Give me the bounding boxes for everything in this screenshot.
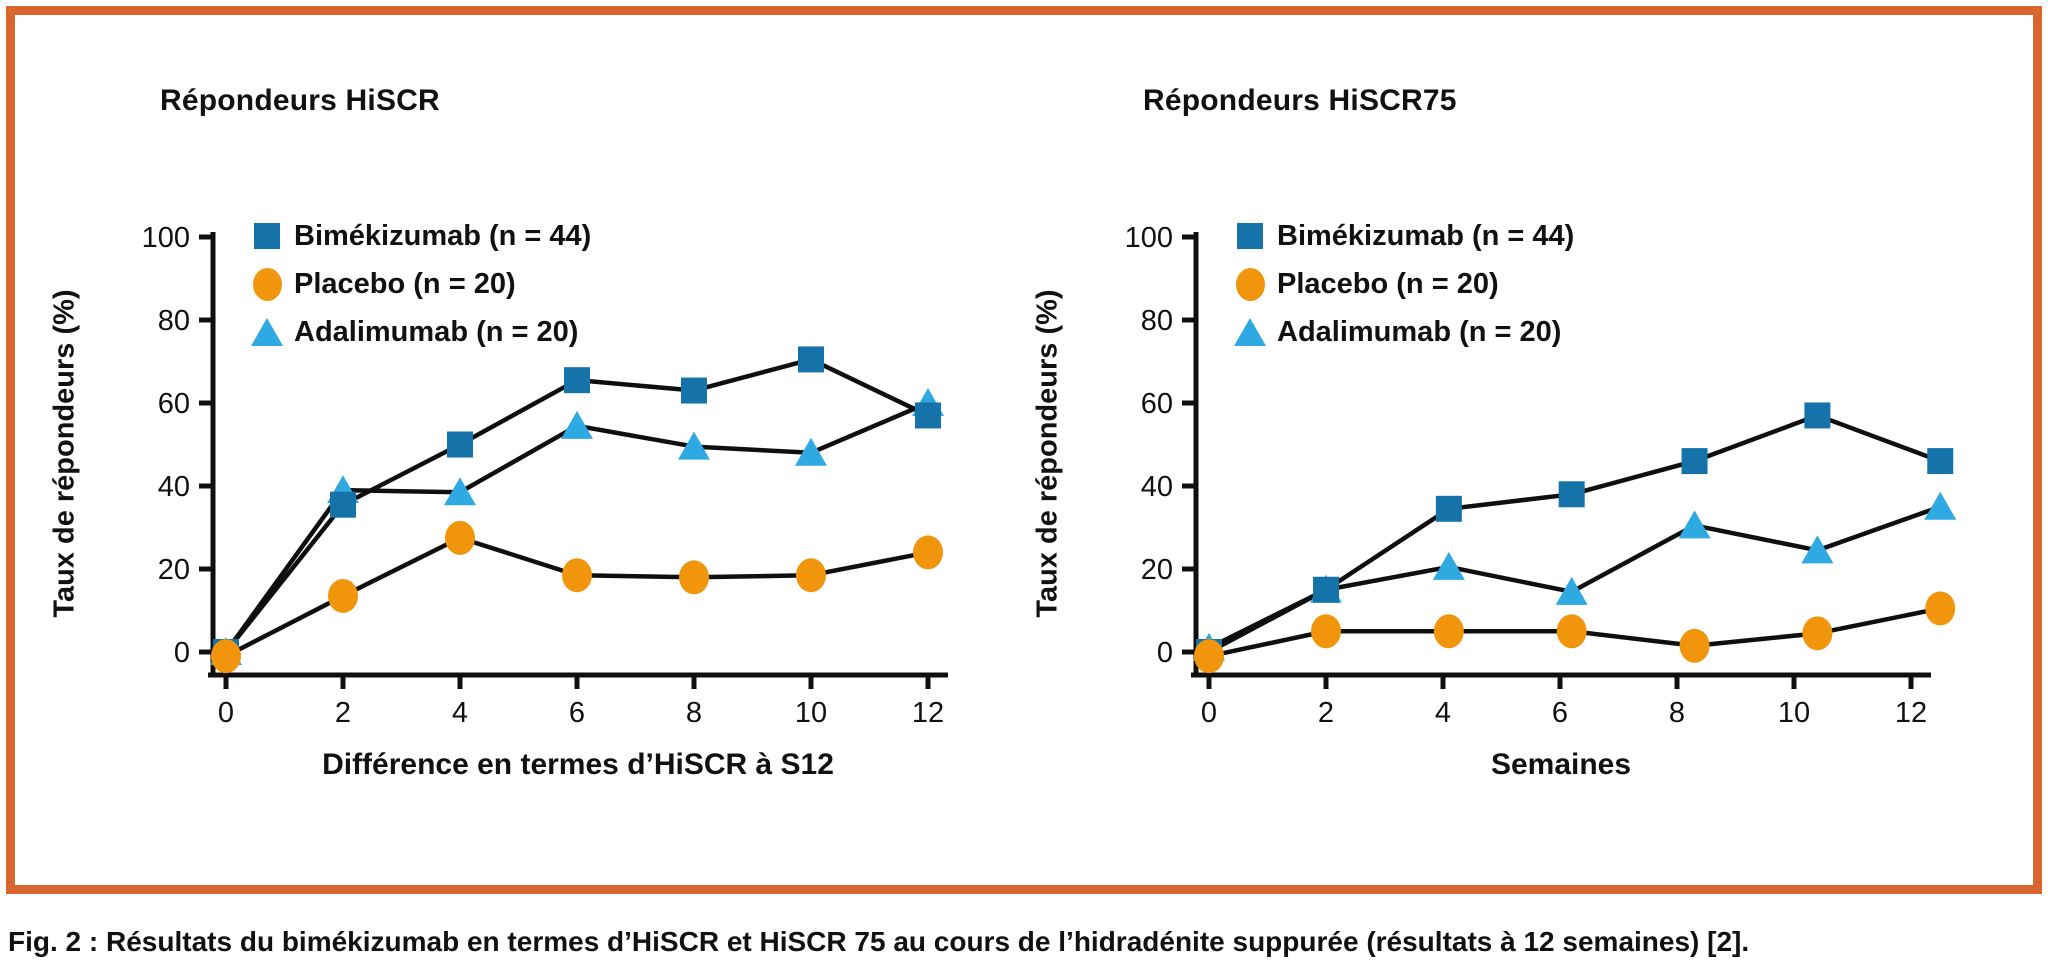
x-tick-label: 6 bbox=[1552, 697, 1568, 729]
circle-marker bbox=[1802, 616, 1833, 651]
circle-marker bbox=[211, 639, 241, 674]
y-tick-label: 40 bbox=[158, 471, 190, 503]
triangle-marker-icon bbox=[1233, 318, 1267, 346]
chart-hiscr: Répondeurs HiSCR Taux de répondeurs (%) … bbox=[0, 0, 1024, 800]
y-tick-label: 40 bbox=[1141, 471, 1173, 503]
hiscr-plot: 0 20 40 60 80 100 0 2 4 6 8 10 12 bbox=[142, 222, 948, 729]
legend-label: Bimékizumab (n = 44) bbox=[1277, 219, 1575, 252]
triangle-marker bbox=[1678, 510, 1711, 539]
square-marker bbox=[1681, 448, 1708, 475]
series-line bbox=[224, 400, 929, 654]
circle-marker bbox=[562, 558, 592, 593]
circle-marker bbox=[1194, 639, 1224, 674]
chart-hiscr75: Répondeurs HiSCR75 Taux de répondeurs (%… bbox=[983, 0, 2007, 800]
circle-marker bbox=[1311, 614, 1341, 649]
triangle-marker bbox=[444, 477, 476, 506]
x-tick-label: 2 bbox=[1318, 697, 1334, 729]
square-marker bbox=[1558, 481, 1585, 508]
y-tick-label: 0 bbox=[1157, 637, 1173, 669]
square-marker bbox=[915, 402, 941, 429]
x-tick-label: 4 bbox=[452, 697, 468, 729]
y-tick-label: 60 bbox=[158, 388, 190, 420]
legend-label: Adalimumab (n = 20) bbox=[294, 315, 579, 348]
triangle-marker bbox=[678, 431, 710, 460]
legend-item-placebo: Placebo (n = 20) bbox=[1233, 260, 1574, 308]
y-tick-label: 20 bbox=[158, 554, 190, 586]
x-tick-label: 10 bbox=[1778, 697, 1810, 729]
legend-label: Adalimumab (n = 20) bbox=[1277, 315, 1562, 348]
legend-label: Bimékizumab (n = 44) bbox=[294, 219, 592, 252]
x-tick-label: 4 bbox=[1435, 697, 1451, 729]
legend: Bimékizumab (n = 44) Placebo (n = 20) Ad… bbox=[1233, 212, 1574, 356]
x-tick-label: 8 bbox=[1669, 697, 1685, 729]
x-tick-label: 8 bbox=[686, 697, 702, 729]
y-tick-label: 100 bbox=[142, 222, 190, 254]
square-marker bbox=[447, 431, 473, 458]
x-axis-label: Différence en termes d’HiSCR à S12 bbox=[322, 748, 834, 781]
y-tick-label: 0 bbox=[174, 637, 190, 669]
legend-label: Placebo (n = 20) bbox=[1277, 267, 1499, 300]
chart-title: Répondeurs HiSCR75 bbox=[1143, 84, 1457, 117]
triangle-marker bbox=[1924, 491, 1957, 520]
square-marker bbox=[681, 377, 707, 404]
circle-marker bbox=[913, 535, 943, 570]
chart-title: Répondeurs HiSCR bbox=[160, 84, 440, 117]
y-tick-label: 20 bbox=[1141, 554, 1173, 586]
caption-figure-number: Fig. 2 : bbox=[8, 926, 99, 957]
triangle-marker bbox=[1555, 576, 1588, 605]
y-tick-label: 60 bbox=[1141, 388, 1173, 420]
legend-label: Placebo (n = 20) bbox=[294, 267, 516, 300]
figure-caption: Fig. 2 : Résultats du bimékizumab en ter… bbox=[8, 926, 1749, 958]
circle-marker bbox=[679, 560, 709, 595]
circle-marker bbox=[1925, 591, 1956, 626]
circle-marker bbox=[796, 558, 826, 593]
y-tick-label: 80 bbox=[1141, 305, 1173, 337]
triangle-marker bbox=[1801, 535, 1834, 564]
circle-marker bbox=[445, 520, 475, 555]
square-marker bbox=[1927, 448, 1954, 475]
triangle-marker bbox=[1432, 551, 1465, 580]
square-marker-icon bbox=[1233, 223, 1267, 249]
square-marker bbox=[1804, 402, 1831, 429]
legend-item-adalimumab: Adalimumab (n = 20) bbox=[1233, 308, 1574, 356]
square-marker bbox=[1313, 576, 1339, 603]
triangle-marker bbox=[795, 437, 827, 466]
legend-item-bimekizumab: Bimékizumab (n = 44) bbox=[1233, 212, 1574, 260]
circle-marker-icon bbox=[1233, 267, 1267, 301]
x-tick-label: 0 bbox=[218, 697, 234, 729]
triangle-marker bbox=[561, 410, 593, 439]
circle-marker bbox=[1679, 628, 1710, 663]
x-tick-label: 12 bbox=[1895, 697, 1927, 729]
x-tick-label: 2 bbox=[335, 697, 351, 729]
legend: Bimékizumab (n = 44) Placebo (n = 20) Ad… bbox=[250, 212, 591, 356]
x-tick-label: 10 bbox=[795, 697, 827, 729]
circle-marker bbox=[328, 578, 358, 613]
legend-item-adalimumab: Adalimumab (n = 20) bbox=[250, 308, 591, 356]
circle-marker-icon bbox=[250, 267, 284, 301]
circle-marker bbox=[1433, 614, 1464, 649]
square-marker bbox=[564, 367, 590, 394]
legend-item-placebo: Placebo (n = 20) bbox=[250, 260, 591, 308]
y-tick-label: 100 bbox=[1125, 222, 1173, 254]
circle-marker bbox=[1556, 614, 1587, 649]
hiscr75-plot: 0 20 40 60 80 100 0 2 4 6 8 10 12 bbox=[1125, 222, 1957, 729]
triangle-marker-icon bbox=[250, 318, 284, 346]
x-axis-label: Semaines bbox=[1490, 748, 1632, 781]
square-marker bbox=[798, 346, 824, 373]
square-marker bbox=[1435, 495, 1462, 522]
x-tick-label: 12 bbox=[912, 697, 944, 729]
caption-text: Résultats du bimékizumab en termes d’HiS… bbox=[98, 926, 1750, 957]
legend-item-bimekizumab: Bimékizumab (n = 44) bbox=[250, 212, 591, 260]
y-tick-label: 80 bbox=[158, 305, 190, 337]
x-tick-label: 0 bbox=[1201, 697, 1217, 729]
x-tick-label: 6 bbox=[569, 697, 585, 729]
square-marker-icon bbox=[250, 223, 284, 249]
square-marker bbox=[330, 491, 356, 518]
